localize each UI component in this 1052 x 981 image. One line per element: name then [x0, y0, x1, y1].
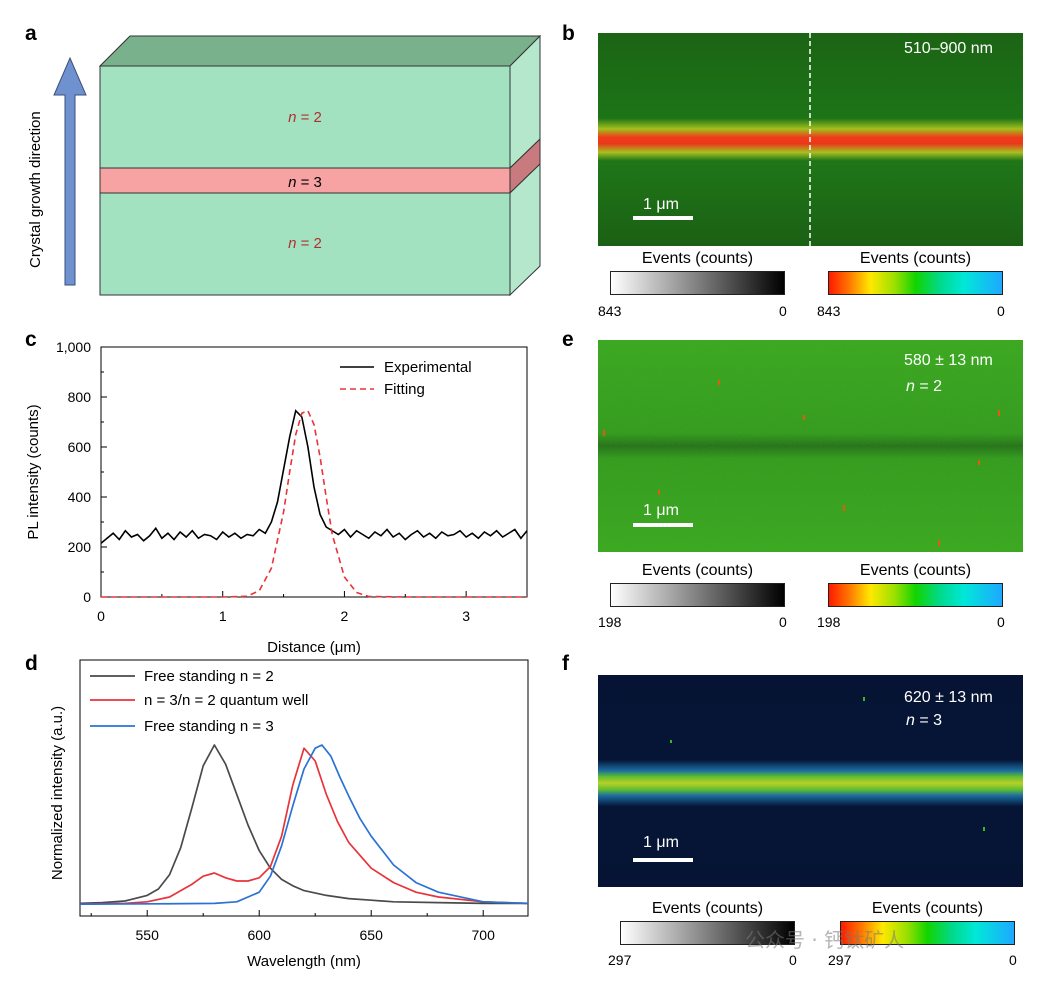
y-axis-label: Normalized intensity (a.u.) [49, 706, 66, 880]
cbar-color-title-b: Events (counts) [859, 250, 972, 267]
cbar-color-title-f: Events (counts) [871, 900, 984, 917]
cbar-gray-b [610, 271, 785, 295]
layer-n2-bottom [99, 192, 511, 296]
cbar-color-max-e: 198 [817, 614, 841, 630]
image-b [598, 33, 1023, 246]
chart-c: 0 1 2 3 0 200 400 600 800 1,000 Distance (μm) PL in… [25, 339, 528, 656]
x-tick-label: 2 [341, 608, 349, 624]
cbar-color-min-e: 0 [997, 614, 1005, 630]
cbar-gray-title-e: Events (counts) [641, 562, 754, 579]
cbar-gray-min-b: 0 [779, 303, 787, 319]
x-axis-label: Distance (μm) [267, 639, 361, 656]
layer-label-bottom: n = 2 [288, 235, 322, 252]
cbar-gray-f [620, 921, 795, 945]
wavelength-b: 510–900 nm [904, 40, 993, 57]
x-tick-label: 550 [136, 927, 160, 943]
legend-free-standing-n3-label: Free standing n = 3 [144, 718, 274, 735]
n-label-e: n = 2 [906, 378, 943, 395]
image-f [598, 675, 1023, 887]
wavelength-f: 620 ± 13 nm [904, 689, 993, 706]
legend-quantum-well-label: n = 3/n = 2 quantum well [144, 692, 308, 709]
x-tick-label: 600 [248, 927, 272, 943]
x-tick-label: 700 [472, 927, 496, 943]
n-label-f: n = 3 [906, 712, 943, 729]
series-free-standing-n3 [79, 744, 529, 906]
panel-label-e: e [562, 328, 574, 351]
cbar-color-f [840, 921, 1015, 945]
plot-frame [100, 346, 528, 598]
series-experimental [100, 409, 528, 544]
cbar-color-title-e: Events (counts) [859, 562, 972, 579]
panel-label-d: d [25, 652, 38, 675]
layer-n3 [99, 167, 511, 194]
block-top-face [98, 35, 542, 67]
panel-label-a: a [25, 22, 37, 45]
y-tick-label: 0 [83, 589, 91, 605]
y-axis-label: PL intensity (counts) [25, 404, 42, 539]
cbar-color-b [828, 271, 1003, 295]
scalebar-label-e: 1 μm [643, 502, 679, 519]
cbar-gray-title-b: Events (counts) [641, 250, 754, 267]
layer-label-top: n = 2 [288, 109, 322, 126]
cbar-color-max-b: 843 [817, 303, 841, 319]
cbar-gray-min-e: 0 [779, 614, 787, 630]
x-tick-label: 1 [219, 608, 227, 624]
series-free-standing-n2 [79, 744, 528, 905]
chart-d: 550 600 650 700 Wavelength (nm) Normalized in… [49, 659, 529, 970]
cbar-color-max-f: 297 [828, 952, 852, 968]
x-tick-label: 3 [462, 608, 470, 624]
schematic-quantum-well: Crystal growth direction n = 2 n = 3 n =… [27, 34, 542, 297]
wavelength-e: 580 ± 13 nm [904, 352, 993, 369]
panel-label-c: c [25, 328, 37, 351]
y-tick-label: 200 [68, 539, 92, 555]
growth-arrow-icon [53, 56, 87, 286]
cbar-gray-max-b: 843 [598, 303, 622, 319]
panel-label-f: f [562, 652, 569, 675]
x-tick-label: 650 [360, 927, 384, 943]
cbar-gray-max-e: 198 [598, 614, 622, 630]
y-tick-label: 600 [68, 439, 92, 455]
plot-frame [79, 659, 529, 917]
layer-label-middle: n = 3 [288, 174, 322, 191]
image-e [598, 340, 1023, 552]
legend-label-fitting: Fitting [384, 381, 425, 398]
x-axis-label: Wavelength (nm) [247, 953, 361, 970]
y-tick-label: 800 [68, 389, 92, 405]
legend-label-experimental: Experimental [384, 359, 472, 376]
cbar-color-e [828, 583, 1003, 607]
y-tick-label: 400 [68, 489, 92, 505]
series-quantum-well [79, 747, 529, 906]
cbar-gray-e [610, 583, 785, 607]
cbar-gray-title-f: Events (counts) [651, 900, 764, 917]
panel-label-b: b [562, 22, 575, 45]
cbar-gray-max-f: 297 [608, 952, 632, 968]
legend-free-standing-n2-label: Free standing n = 2 [144, 668, 274, 685]
cbar-color-min-f: 0 [1009, 952, 1017, 968]
cbar-color-min-b: 0 [997, 303, 1005, 319]
growth-direction-label: Crystal growth direction [27, 111, 44, 268]
scalebar-label-b: 1 μm [643, 196, 679, 213]
x-tick-label: 0 [97, 608, 105, 624]
watermark: 公众号 · 钙钛矿人 [745, 928, 905, 952]
series-fitting [101, 409, 527, 598]
scalebar-label-f: 1 μm [643, 834, 679, 851]
y-tick-label: 1,000 [56, 339, 91, 355]
cbar-gray-min-f: 0 [789, 952, 797, 968]
